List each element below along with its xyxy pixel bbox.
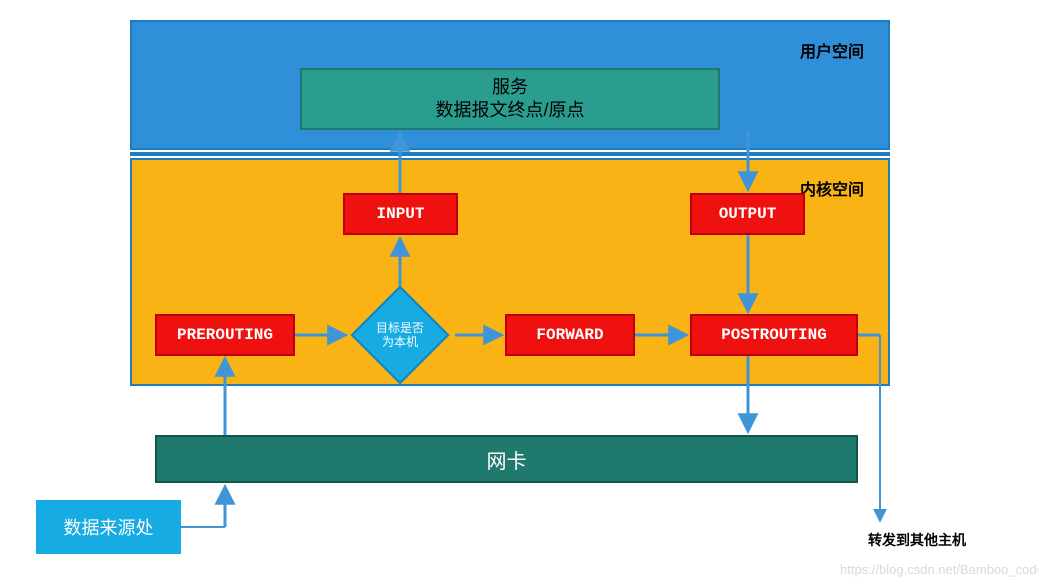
input-box: INPUT <box>343 193 458 235</box>
service-box: 服务数据报文终点/原点 <box>300 68 720 130</box>
kernel-space-label: 内核空间 <box>800 176 864 200</box>
postrouting-label: POSTROUTING <box>721 326 827 344</box>
source-box: 数据来源处 <box>36 500 181 554</box>
space-divider <box>130 152 890 156</box>
dest-label: 转发到其他主机 <box>868 530 966 550</box>
nic-box: 网卡 <box>155 435 858 483</box>
forward-box: FORWARD <box>505 314 635 356</box>
postrouting-box: POSTROUTING <box>690 314 858 356</box>
nic-label: 网卡 <box>487 445 527 474</box>
prerouting-box: PREROUTING <box>155 314 295 356</box>
diagram-stage: 用户空间 内核空间 服务数据报文终点/原点 INPUT OUTPUT PRERO… <box>0 0 1038 582</box>
input-label: INPUT <box>376 205 424 223</box>
decision-label: 目标是否为本机 <box>350 300 450 370</box>
user-space-label: 用户空间 <box>800 38 864 62</box>
forward-label: FORWARD <box>536 326 603 344</box>
watermark: https://blog.csdn.net/Bamboo_coder <box>840 562 1038 577</box>
output-label: OUTPUT <box>719 205 777 223</box>
output-box: OUTPUT <box>690 193 805 235</box>
source-label: 数据来源处 <box>64 514 154 540</box>
prerouting-label: PREROUTING <box>177 326 273 344</box>
service-label: 服务数据报文终点/原点 <box>435 76 584 123</box>
